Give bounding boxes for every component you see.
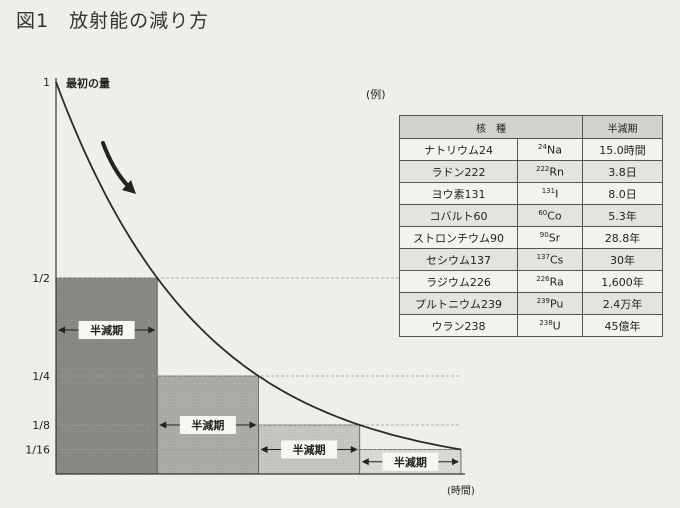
nuclide-symbol: 222Rn	[517, 160, 583, 183]
direction-arrow	[101, 141, 136, 194]
half-life-label-bg-1	[78, 321, 135, 339]
half-life-arrow-right-2	[249, 421, 257, 429]
half-life-arrow-left-4	[361, 458, 369, 466]
half-life-label-2: 半減期	[191, 418, 224, 432]
half-life-value: 30年	[582, 248, 663, 271]
y-tick-labels: 1 1/2 1/4 1/8 1/16	[25, 76, 50, 457]
table-row: コバルト60 60Co 5.3年	[399, 204, 663, 227]
table-row: ナトリウム24 24Na 15.0時間	[399, 138, 663, 161]
table-row: ラドン222 222Rn 3.8日	[399, 160, 663, 183]
table-row: ウラン238 238U 45億年	[399, 314, 663, 337]
half-life-arrow-right-4	[452, 458, 459, 466]
half-life-label-3: 半減期	[293, 443, 326, 457]
half-life-value: 15.0時間	[582, 138, 663, 161]
half-life-value: 45億年	[582, 314, 663, 337]
element-symbol: Cs	[549, 253, 564, 267]
nuclide-symbol: 238U	[517, 314, 583, 337]
nuclide-name: ラドン222	[399, 160, 518, 183]
mass-number: 24	[538, 142, 547, 151]
nuclide-symbol: 24Na	[517, 138, 583, 161]
mass-number: 137	[536, 252, 550, 261]
half-life-arrow-right-3	[350, 446, 358, 453]
nuclide-symbol: 60Co	[517, 204, 583, 227]
element-symbol: Pu	[549, 297, 564, 311]
nuclide-symbol: 131I	[517, 182, 583, 205]
nuclide-symbol: 90Sr	[517, 226, 583, 249]
element-symbol: U	[552, 319, 561, 333]
half-life-value: 28.8年	[582, 226, 663, 249]
element-symbol: Sr	[548, 231, 561, 245]
table-row: ヨウ素131 131I 8.0日	[399, 182, 663, 205]
mass-number: 131	[541, 186, 556, 195]
half-life-label-4: 半減期	[394, 455, 427, 469]
element-symbol: Na	[546, 143, 562, 157]
half-life-arrow-left-3	[260, 446, 268, 453]
example-label: (例)	[366, 88, 386, 101]
y-tick-label-1: 1/2	[32, 272, 50, 285]
nuclide-table: 核 種 半減期 ナトリウム24 24Na 15.0時間 ラドン222 222Rn 3.8日…	[399, 115, 663, 337]
mass-number: 226	[536, 274, 550, 283]
nuclide-name: セシウム137	[399, 248, 518, 271]
element-symbol: Co	[547, 209, 562, 223]
element-symbol: Ra	[549, 275, 564, 289]
half-life-arrow-left-1	[58, 326, 65, 334]
nuclide-name: ナトリウム24	[399, 138, 518, 161]
mass-number: 238	[539, 318, 553, 327]
table-row: プルトニウム239 239Pu 2.4万年	[399, 292, 663, 315]
nuclide-name: ラジウム226	[399, 270, 518, 293]
x-axis-label: (時間)	[447, 485, 475, 497]
half-life-label-bg-2	[179, 416, 236, 434]
half-life-value: 3.8日	[582, 160, 663, 183]
header-half-life: 半減期	[582, 115, 663, 139]
y-tick-label-0: 1	[43, 76, 50, 89]
start-amount-label: 最初の量	[66, 76, 110, 90]
nuclide-name: ヨウ素131	[399, 182, 518, 205]
mass-number: 60	[538, 208, 548, 217]
half-life-label-bg-4	[382, 452, 439, 471]
mass-number: 90	[539, 230, 549, 239]
half-life-value: 5.3年	[582, 204, 663, 227]
nuclide-name: ウラン238	[399, 314, 518, 337]
decay-curve	[55, 81, 462, 451]
arrow-head	[122, 180, 136, 194]
y-tick-label-2: 1/4	[32, 370, 50, 383]
table-row: ラジウム226 226Ra 1,600年	[399, 270, 663, 293]
mass-number: 222	[536, 164, 550, 173]
header-nuclide: 核 種	[399, 115, 583, 139]
nuclide-symbol: 137Cs	[517, 248, 583, 271]
arrow-shaft	[101, 141, 130, 188]
half-life-label-1: 半減期	[90, 323, 123, 337]
nuclide-name: プルトニウム239	[399, 292, 518, 315]
nuclide-name: ストロンチウム90	[399, 226, 518, 249]
table-header-row: 核 種 半減期	[399, 115, 663, 139]
y-tick-label-3: 1/8	[32, 419, 50, 432]
nuclide-symbol: 239Pu	[517, 292, 583, 315]
half-life-label-bg-3	[281, 440, 338, 459]
half-life-arrow-right-1	[148, 326, 156, 334]
half-life-arrow-left-2	[159, 421, 167, 429]
half-life-value: 1,600年	[582, 270, 663, 293]
half-life-value: 8.0日	[582, 182, 663, 205]
mass-number: 239	[536, 296, 550, 305]
nuclide-name: コバルト60	[399, 204, 518, 227]
element-symbol: I	[555, 187, 559, 201]
y-tick-label-4: 1/16	[25, 444, 50, 457]
half-life-value: 2.4万年	[582, 292, 663, 315]
table-row: ストロンチウム90 90Sr 28.8年	[399, 226, 663, 249]
axes	[55, 78, 465, 475]
nuclide-symbol: 226Ra	[517, 270, 583, 293]
table-row: セシウム137 137Cs 30年	[399, 248, 663, 271]
element-symbol: Rn	[549, 165, 564, 179]
figure-title: 図1 放射能の減り方	[16, 10, 210, 32]
half-life-table: 核 種 半減期 ナトリウム24 24Na 15.0時間 ラドン222 222Rn 3.8日…	[399, 115, 663, 337]
